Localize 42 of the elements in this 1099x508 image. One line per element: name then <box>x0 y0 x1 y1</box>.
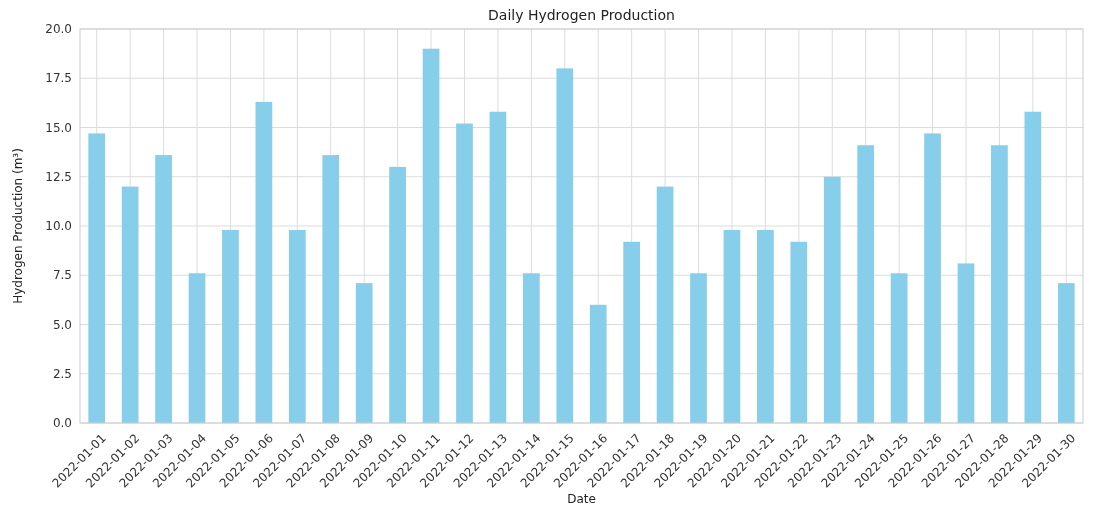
bar <box>255 101 273 423</box>
bar <box>757 229 774 423</box>
bar <box>589 304 607 423</box>
bar <box>723 229 741 423</box>
y-tick-label: 2.5 <box>52 366 72 381</box>
bar <box>790 241 808 423</box>
bar <box>322 155 340 423</box>
bar <box>522 273 540 423</box>
bar <box>355 283 373 423</box>
bar <box>121 186 139 423</box>
y-tick-label: 20.0 <box>45 22 72 37</box>
y-tick-label: 7.5 <box>52 268 72 283</box>
y-tick-label: 12.5 <box>45 169 72 184</box>
bar <box>489 111 507 423</box>
y-axis-title: Hydrogen Production (m³) <box>11 148 25 304</box>
bar <box>957 263 975 423</box>
bar <box>456 123 473 423</box>
bar <box>1057 283 1075 423</box>
y-tick-label: 5.0 <box>52 317 72 332</box>
bar <box>823 176 841 423</box>
bar <box>1024 111 1042 423</box>
bar <box>88 133 106 423</box>
bar <box>155 155 172 423</box>
y-tick-label: 17.5 <box>45 71 72 86</box>
y-tick-label: 15.0 <box>45 120 72 135</box>
y-tick-label: 0.0 <box>52 416 72 431</box>
bar <box>389 166 406 423</box>
bar <box>991 145 1008 423</box>
bar <box>690 273 707 423</box>
bar <box>222 229 239 423</box>
bar <box>422 48 440 423</box>
x-axis-title: Date <box>567 492 596 506</box>
chart-title: Daily Hydrogen Production <box>488 7 675 23</box>
bar <box>556 68 574 423</box>
bar <box>288 229 306 423</box>
bar <box>623 241 641 423</box>
bar <box>656 186 674 423</box>
y-tick-label: 10.0 <box>45 219 72 234</box>
bar <box>188 273 206 423</box>
bar <box>924 133 941 423</box>
bar <box>857 145 875 423</box>
bar <box>890 273 908 423</box>
